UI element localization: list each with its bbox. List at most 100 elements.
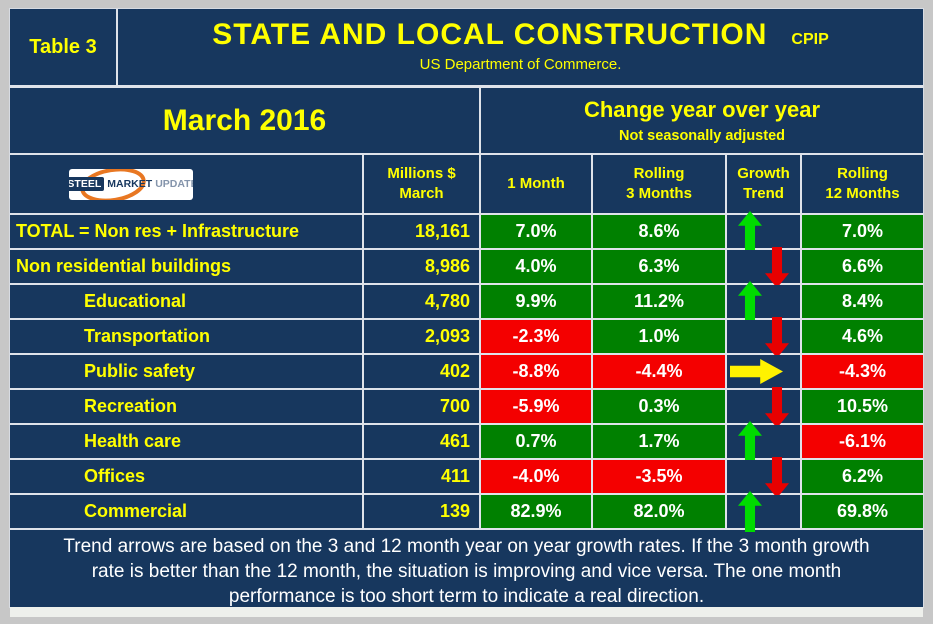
trend-arrow-icon — [730, 359, 783, 384]
row-label-cell: Public safety — [10, 355, 362, 388]
logo-word-steel: STEEL — [69, 177, 105, 191]
rolling-3m-cell: 11.2% — [593, 285, 725, 318]
table-number-label: Table 3 — [29, 35, 97, 58]
title-cell: STATE AND LOCAL CONSTRUCTION CPIP US Dep… — [118, 9, 923, 85]
column-header-line: Millions $ — [387, 165, 456, 182]
rolling-12m-cell: 69.8% — [802, 495, 923, 528]
row-label-cell: TOTAL = Non res + Infrastructure — [10, 215, 362, 248]
column-header-millions: Millions $ March — [364, 155, 479, 213]
rolling-3m-cell: 82.0% — [593, 495, 725, 528]
rolling-12m-cell: 10.5% — [802, 390, 923, 423]
logo-word-update: UPDATE — [155, 178, 193, 190]
trend-arrow-icon — [738, 281, 762, 322]
steel-market-update-logo: STEEL MARKET UPDATE — [69, 168, 193, 200]
millions-cell: 4,780 — [364, 285, 479, 318]
millions-cell: 402 — [364, 355, 479, 388]
trend-arrow-icon — [765, 457, 789, 498]
rolling-3m-cell: -3.5% — [593, 460, 725, 493]
rolling-3m-cell: 1.7% — [593, 425, 725, 458]
millions-cell: 2,093 — [364, 320, 479, 353]
divider — [10, 213, 923, 215]
millions-cell: 18,161 — [364, 215, 479, 248]
row-label-cell: Recreation — [10, 390, 362, 423]
growth-trend-cell — [727, 317, 800, 358]
column-header-row: STEEL MARKET UPDATE Millions $ March 1 M… — [10, 155, 923, 213]
column-header-rolling-3-months: Rolling 3 Months — [593, 155, 725, 213]
column-header-growth-trend: Growth Trend — [727, 155, 800, 213]
millions-cell: 8,986 — [364, 250, 479, 283]
change-header: Change year over year — [583, 97, 821, 122]
period-cell: March 2016 — [10, 88, 481, 153]
logo-cell: STEEL MARKET UPDATE — [10, 155, 362, 213]
growth-trend-cell — [727, 281, 800, 322]
column-header-line: 12 Months — [825, 185, 900, 202]
growth-trend-cell — [727, 247, 800, 288]
column-header-1-month: 1 Month — [481, 155, 591, 213]
footer-note-cell: Trend arrows are based on the 3 and 12 m… — [10, 530, 923, 607]
growth-trend-cell — [727, 355, 800, 388]
change-note: Not seasonally adjusted — [619, 128, 785, 144]
one-month-cell: -8.8% — [481, 355, 591, 388]
divider — [10, 85, 923, 88]
one-month-cell: 82.9% — [481, 495, 591, 528]
one-month-cell: -5.9% — [481, 390, 591, 423]
one-month-cell: -2.3% — [481, 320, 591, 353]
millions-cell: 461 — [364, 425, 479, 458]
footer-note: Trend arrows are based on the 3 and 12 m… — [63, 536, 870, 607]
page-title: STATE AND LOCAL CONSTRUCTION — [212, 18, 768, 51]
one-month-cell: 9.9% — [481, 285, 591, 318]
row-label-cell: Transportation — [10, 320, 362, 353]
column-header-line: Rolling — [837, 165, 888, 182]
growth-trend-cell — [727, 387, 800, 428]
sheet-edge-strip — [10, 607, 923, 617]
column-header-rolling-12-months: Rolling 12 Months — [802, 155, 923, 213]
rolling-12m-cell: 4.6% — [802, 320, 923, 353]
title-line: STATE AND LOCAL CONSTRUCTION CPIP — [118, 18, 923, 52]
rolling-12m-cell: 7.0% — [802, 215, 923, 248]
table-number-cell: Table 3 — [10, 9, 118, 85]
row-label-cell: Commercial — [10, 495, 362, 528]
one-month-cell: 4.0% — [481, 250, 591, 283]
column-header-line: 1 Month — [507, 175, 565, 192]
rolling-3m-cell: 1.0% — [593, 320, 725, 353]
period-label: March 2016 — [162, 103, 327, 137]
millions-cell: 139 — [364, 495, 479, 528]
column-header-line: Trend — [743, 185, 784, 202]
trend-arrow-icon — [738, 491, 762, 532]
row-label-cell: Offices — [10, 460, 362, 493]
rolling-12m-cell: 6.2% — [802, 460, 923, 493]
title-band: Table 3 STATE AND LOCAL CONSTRUCTION CPI… — [10, 9, 923, 85]
column-header-line: Growth — [737, 165, 790, 182]
row-label-cell: Non residential buildings — [10, 250, 362, 283]
millions-cell: 411 — [364, 460, 479, 493]
rolling-3m-cell: 6.3% — [593, 250, 725, 283]
growth-trend-cell — [727, 457, 800, 498]
rolling-3m-cell: 8.6% — [593, 215, 725, 248]
trend-arrow-icon — [765, 247, 789, 288]
trend-arrow-icon — [738, 421, 762, 462]
rolling-12m-cell: 6.6% — [802, 250, 923, 283]
change-header-cell: Change year over year Not seasonally adj… — [481, 88, 923, 153]
growth-trend-cell — [727, 491, 800, 532]
period-band: March 2016 Change year over year Not sea… — [10, 88, 923, 153]
construction-table: Table 3 STATE AND LOCAL CONSTRUCTION CPI… — [10, 9, 923, 607]
one-month-cell: 7.0% — [481, 215, 591, 248]
rolling-3m-cell: -4.4% — [593, 355, 725, 388]
divider — [10, 153, 923, 155]
rolling-12m-cell: -4.3% — [802, 355, 923, 388]
divider — [10, 528, 923, 530]
title-tag: CPIP — [791, 31, 829, 48]
millions-cell: 700 — [364, 390, 479, 423]
one-month-cell: -4.0% — [481, 460, 591, 493]
column-header-line: 3 Months — [626, 185, 692, 202]
growth-trend-cell — [727, 211, 800, 252]
logo-word-market: MARKET — [107, 178, 153, 190]
subtitle: US Department of Commerce. — [419, 56, 622, 73]
row-label-cell: Health care — [10, 425, 362, 458]
column-header-line: Rolling — [633, 165, 685, 182]
trend-arrow-icon — [765, 317, 789, 358]
row-label-cell: Educational — [10, 285, 362, 318]
growth-trend-cell — [727, 421, 800, 462]
one-month-cell: 0.7% — [481, 425, 591, 458]
